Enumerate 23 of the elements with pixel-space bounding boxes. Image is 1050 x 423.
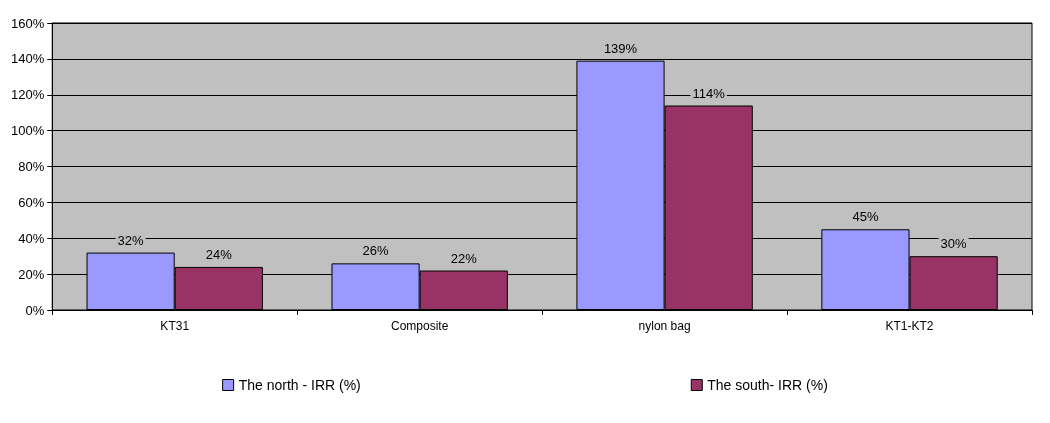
- y-tick-label: 20%: [18, 266, 45, 282]
- data-label: 30%: [940, 236, 968, 252]
- y-tick-label: 40%: [18, 230, 45, 246]
- x-tick-label: Composite: [390, 319, 449, 333]
- data-label: 22%: [450, 250, 478, 266]
- data-label: 139%: [603, 40, 638, 56]
- y-tick-label: 0%: [25, 302, 45, 318]
- data-label: 32%: [117, 232, 145, 248]
- y-tick-label: 100%: [11, 123, 45, 139]
- y-tick-label: 80%: [18, 159, 45, 174]
- y-tick-label: 60%: [18, 194, 45, 210]
- data-label: 114%: [692, 85, 726, 101]
- y-tick-label: 160%: [11, 15, 45, 31]
- y-tick-label: 140%: [11, 51, 45, 67]
- data-label: 26%: [362, 243, 390, 259]
- data-label: 24%: [205, 246, 233, 262]
- x-tick-label: nylon bag: [638, 319, 691, 333]
- x-tick-label: KT31: [160, 319, 190, 333]
- x-tick-label: KT1-KT2: [885, 319, 934, 333]
- y-tick-label: 120%: [11, 87, 45, 103]
- legend-label: The south- IRR (%): [707, 377, 828, 393]
- data-label: 45%: [852, 209, 879, 225]
- legend-label: The north - IRR (%): [238, 377, 361, 393]
